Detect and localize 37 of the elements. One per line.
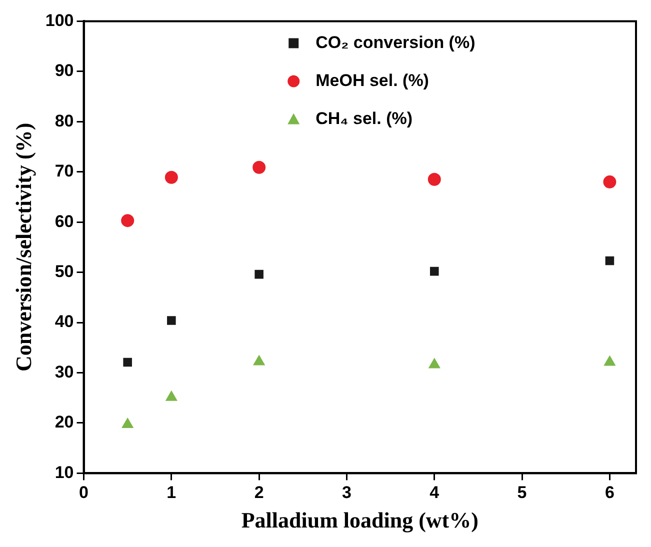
y-tick-label: 40 — [54, 312, 74, 332]
legend-label: MeOH sel. (%) — [316, 70, 429, 90]
x-axis-title: Palladium loading (wt%) — [241, 507, 478, 532]
y-tick-label: 80 — [54, 111, 74, 130]
point — [603, 175, 616, 188]
legend-label: CO₂ conversion (%) — [316, 32, 476, 52]
y-tick-label: 60 — [54, 212, 74, 231]
point — [605, 256, 614, 266]
point — [252, 160, 266, 174]
x-tick-label: 5 — [517, 483, 527, 502]
y-tick-label: 50 — [54, 262, 74, 281]
point — [428, 172, 441, 186]
point — [604, 356, 616, 366]
point — [254, 270, 264, 279]
point — [121, 214, 134, 228]
point — [430, 266, 439, 276]
x-tick-label: 4 — [430, 483, 440, 502]
x-tick-label: 6 — [604, 483, 614, 502]
x-tick-label: 0 — [79, 483, 88, 502]
y-tick-label: 100 — [45, 10, 74, 30]
y-tick-label: 70 — [54, 162, 74, 181]
point — [167, 316, 176, 325]
point — [123, 358, 132, 367]
point — [122, 418, 134, 428]
point — [164, 170, 178, 184]
point — [428, 358, 440, 368]
x-tick-label: 1 — [166, 483, 176, 502]
legend-label: CH₄ sel. (%) — [316, 108, 413, 128]
y-tick-label: 30 — [54, 362, 74, 382]
x-tick-label: 3 — [342, 483, 352, 502]
point — [166, 390, 178, 401]
y-tick-label: 20 — [54, 412, 74, 432]
y-tick-label: 10 — [54, 462, 74, 482]
y-tick-label: 90 — [54, 61, 74, 80]
x-tick-label: 2 — [254, 483, 264, 502]
y-axis-title: Conversion/selectivity (%) — [10, 122, 36, 372]
point — [253, 355, 265, 366]
